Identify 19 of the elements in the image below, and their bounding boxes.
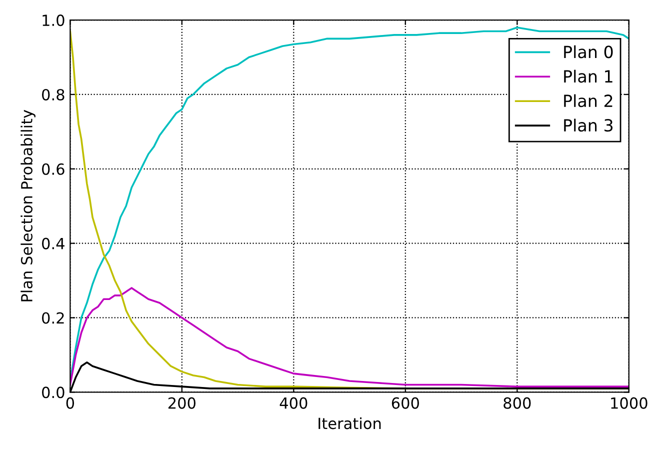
y-tick-label: 0.8 bbox=[42, 88, 64, 101]
y-tick-label: 0.6 bbox=[42, 163, 64, 175]
line-series bbox=[70, 287, 629, 388]
y-tick-label: 0.0 bbox=[42, 386, 64, 398]
legend-label: Plan 3 bbox=[564, 118, 613, 132]
x-tick-label: 400 bbox=[280, 397, 308, 409]
y-tick-label: 0.4 bbox=[42, 238, 64, 250]
legend-label: Plan 2 bbox=[564, 94, 612, 108]
x-tick-label: 0 bbox=[66, 397, 74, 409]
x-tick-label: 600 bbox=[392, 397, 419, 409]
x-tick-label: 200 bbox=[168, 397, 196, 409]
legend-label: Plan 1 bbox=[564, 70, 612, 83]
legend-label: Plan 0 bbox=[564, 45, 613, 58]
x-tick-label: 800 bbox=[504, 397, 531, 409]
x-axis-title: Iteration bbox=[318, 417, 381, 430]
x-tick-label: 1000 bbox=[611, 397, 648, 409]
y-tick-label: 1.0 bbox=[42, 14, 64, 26]
y-tick-label: 0.2 bbox=[42, 312, 64, 324]
y-axis-title: Plan Selection Probability bbox=[20, 110, 36, 302]
